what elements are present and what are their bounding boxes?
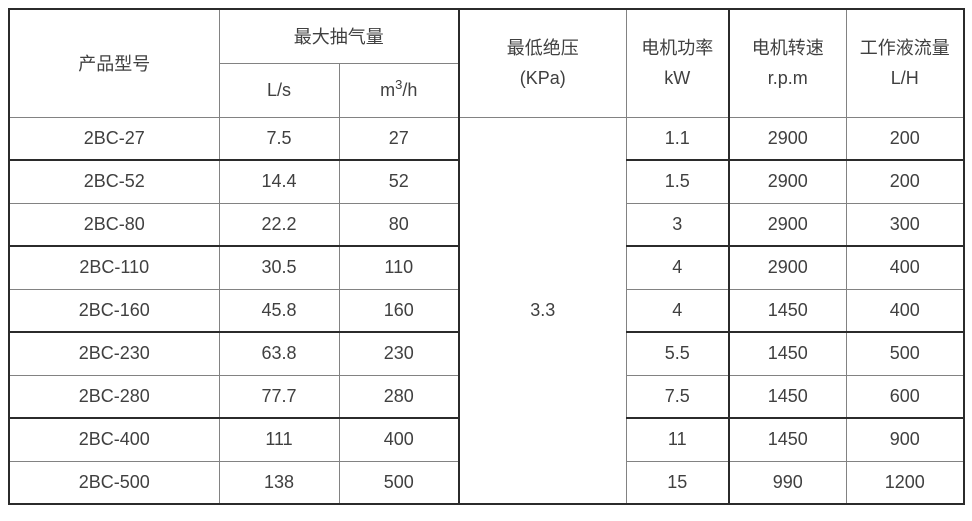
ls-cell: 138 (218, 460, 340, 505)
m3h-cell: 80 (338, 202, 460, 247)
table-row: 2BC-230 63.8 230 5.5 1450 500 (8, 331, 965, 376)
m3h-cell: 160 (338, 288, 460, 333)
kw-cell: 11 (625, 417, 730, 462)
col-header-motor-power: 电机功率 kW (625, 8, 730, 118)
pump-spec-table: 产品型号 最大抽气量 最低绝压 (KPa) 电机功率 kW 电机转速 r.p.m… (8, 8, 965, 505)
working-liquid-flow-unit: L/H (890, 68, 919, 89)
m3h-cell: 280 (338, 374, 460, 419)
model-cell: 2BC-280 (8, 374, 220, 419)
min-abs-pressure-value-cell: 3.3 (458, 116, 627, 505)
lh-cell: 400 (845, 288, 965, 333)
col-header-working-liquid-flow: 工作液流量 L/H (845, 8, 965, 118)
motor-power-label: 电机功率 (641, 38, 714, 59)
table-row: 2BC-160 45.8 160 4 1450 400 (8, 288, 965, 333)
col-header-unit-ls: L/s (218, 62, 340, 118)
m3h-cell: 230 (338, 331, 460, 376)
min-abs-pressure-unit: (KPa) (519, 68, 566, 89)
model-cell: 2BC-110 (8, 245, 220, 290)
min-abs-pressure-label: 最低绝压 (506, 38, 579, 59)
table-row: 2BC-400 111 400 11 1450 900 (8, 417, 965, 462)
model-cell: 2BC-400 (8, 417, 220, 462)
kw-cell: 1.1 (625, 116, 730, 161)
kw-cell: 4 (625, 245, 730, 290)
m3h-cell: 400 (338, 417, 460, 462)
ls-cell: 14.4 (218, 159, 340, 204)
header-row-1: 产品型号 最大抽气量 最低绝压 (KPa) 电机功率 kW 电机转速 r.p.m… (8, 8, 965, 118)
rpm-cell: 2900 (728, 202, 847, 247)
kw-cell: 5.5 (625, 331, 730, 376)
header-row-2: L/s m3/h (9, 62, 964, 118)
col-header-motor-speed: 电机转速 r.p.m (728, 8, 847, 118)
table-row: 2BC-80 22.2 80 3 2900 300 (8, 202, 965, 247)
lh-cell: 1200 (845, 460, 965, 505)
ls-cell: 45.8 (218, 288, 340, 333)
lh-cell: 900 (845, 417, 965, 462)
kw-cell: 3 (625, 202, 730, 247)
model-cell: 2BC-80 (8, 202, 220, 247)
col-header-unit-m3h: m3/h (338, 62, 460, 118)
ls-cell: 111 (218, 417, 340, 462)
model-cell: 2BC-500 (8, 460, 220, 505)
table-row: 2BC-52 14.4 52 1.5 2900 200 (8, 159, 965, 204)
lh-cell: 300 (845, 202, 965, 247)
ls-cell: 63.8 (218, 331, 340, 376)
table-row: 2BC-280 77.7 280 7.5 1450 600 (8, 374, 965, 419)
motor-speed-label: 电机转速 (751, 38, 824, 59)
rpm-cell: 2900 (728, 159, 847, 204)
m3h-cell: 110 (338, 245, 460, 290)
col-header-min-abs-pressure: 最低绝压 (KPa) (458, 8, 627, 118)
rpm-cell: 990 (728, 460, 847, 505)
table-row: 2BC-500 138 500 15 990 1200 (8, 460, 965, 505)
rpm-cell: 1450 (728, 331, 847, 376)
lh-cell: 400 (845, 245, 965, 290)
kw-cell: 15 (625, 460, 730, 505)
lh-cell: 600 (845, 374, 965, 419)
m3h-cell: 500 (338, 460, 460, 505)
col-header-max-capacity: 最大抽气量 (218, 8, 460, 64)
motor-speed-unit: r.p.m (767, 68, 808, 89)
kw-cell: 7.5 (625, 374, 730, 419)
ls-cell: 22.2 (218, 202, 340, 247)
lh-cell: 200 (845, 159, 965, 204)
model-cell: 2BC-52 (8, 159, 220, 204)
superscript-3: 3 (395, 76, 403, 92)
m3h-cell: 52 (338, 159, 460, 204)
lh-cell: 500 (845, 331, 965, 376)
model-cell: 2BC-230 (8, 331, 220, 376)
ls-cell: 30.5 (218, 245, 340, 290)
col-header-product-model: 产品型号 (8, 8, 220, 118)
rpm-cell: 1450 (728, 374, 847, 419)
ls-cell: 7.5 (218, 116, 340, 161)
rpm-cell: 2900 (728, 245, 847, 290)
rpm-cell: 1450 (728, 288, 847, 333)
kw-cell: 1.5 (625, 159, 730, 204)
working-liquid-flow-label: 工作液流量 (859, 38, 950, 59)
model-cell: 2BC-160 (8, 288, 220, 333)
rpm-cell: 2900 (728, 116, 847, 161)
ls-cell: 77.7 (218, 374, 340, 419)
kw-cell: 4 (625, 288, 730, 333)
m3h-cell: 27 (338, 116, 460, 161)
lh-cell: 200 (845, 116, 965, 161)
model-cell: 2BC-27 (8, 116, 220, 161)
motor-power-unit: kW (664, 68, 691, 89)
table-row: 2BC-27 7.5 27 3.3 1.1 2900 200 (8, 116, 965, 505)
rpm-cell: 1450 (728, 417, 847, 462)
